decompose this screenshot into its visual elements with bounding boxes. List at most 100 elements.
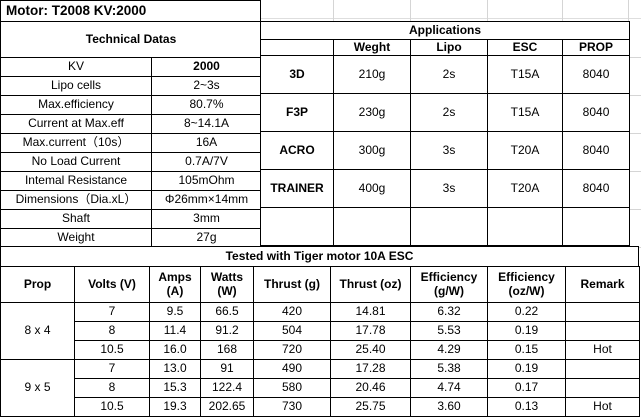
test-cell-volts: 8 <box>74 321 150 341</box>
application-row: 3D 210g 2s T15A 8040 <box>260 55 631 94</box>
test-column-header: Thrust (oz) <box>330 266 411 303</box>
test-column-header: Efficiency (g/W) <box>410 266 488 303</box>
apps-empty-cell <box>561 207 631 246</box>
test-row: 9 x 5 7 13.0 91 490 17.28 5.38 0.19 <box>0 359 640 417</box>
test-cell-remark <box>565 302 640 322</box>
tech-row: Lipo cells 2~3s <box>0 76 263 96</box>
application-lipo: 2s <box>410 55 488 94</box>
tech-row: Dimensions（Dia.xL） Φ26mm×14mm <box>0 190 263 210</box>
test-banner: Tested with Tiger motor 10A ESC <box>0 246 639 267</box>
test-row: 10.5 16.0 168 720 25.40 4.29 0.15 Hot <box>1 340 640 360</box>
tech-row-label: Weight <box>0 228 152 248</box>
tech-row-label: Current at Max.eff <box>0 114 152 134</box>
grid-line <box>628 0 629 21</box>
application-prop: 8040 <box>561 169 631 208</box>
test-cell-efficiency-ozw: 0.22 <box>487 302 566 322</box>
application-row: ACRO 300g 3s T20A 8040 <box>260 131 631 170</box>
test-column-header: Watts (W) <box>200 266 254 303</box>
tech-row: Max.current（10s） 16A <box>0 133 263 153</box>
technical-data-header: Technical Datas <box>0 21 263 58</box>
application-prop: 8040 <box>561 55 631 94</box>
application-esc: T15A <box>487 55 563 94</box>
apps-empty-cell <box>260 207 334 246</box>
test-cell-thrust-oz: 17.78 <box>330 321 411 341</box>
test-row: 10.5 19.3 202.65 730 25.75 3.60 0.13 Hot <box>1 397 640 417</box>
application-esc: T15A <box>487 93 563 132</box>
test-cell-thrust-g: 580 <box>253 378 331 398</box>
test-cell-remark <box>565 359 640 379</box>
test-cell-volts: 7 <box>74 302 150 322</box>
apps-column-header: Lipo <box>410 39 488 56</box>
test-cell-efficiency-gw: 6.32 <box>410 302 488 322</box>
test-cell-thrust-g: 730 <box>253 397 331 417</box>
grid-line <box>629 133 641 134</box>
test-cell-watts: 202.65 <box>200 397 254 417</box>
test-column-header: Prop <box>0 266 75 303</box>
tech-row-value: 27g <box>150 228 263 248</box>
test-cell-thrust-g: 420 <box>253 302 331 322</box>
test-cell-thrust-oz: 14.81 <box>330 302 411 322</box>
tech-row-value: 105mOhm <box>150 171 263 191</box>
test-cell-thrust-oz: 25.75 <box>330 397 411 417</box>
tech-row-value: 2000 <box>150 57 263 77</box>
prop-group-cell: 8 x 4 <box>0 302 75 360</box>
apps-column-header: Weght <box>333 39 411 56</box>
application-weight: 400g <box>333 169 411 208</box>
test-cell-efficiency-ozw: 0.17 <box>487 378 566 398</box>
tech-row-value: 80.7% <box>150 95 263 115</box>
application-weight: 230g <box>333 93 411 132</box>
applications-table: Applications Weght Lipo ESC PROP 3D 210g… <box>259 21 631 246</box>
test-cell-amps: 15.3 <box>149 378 201 398</box>
tech-row: No Load Current 0.7A/7V <box>0 152 263 172</box>
test-column-header: Thrust (g) <box>253 266 331 303</box>
test-cell-efficiency-ozw: 0.19 <box>487 359 566 379</box>
tech-row-label: No Load Current <box>0 152 152 172</box>
test-cell-volts: 10.5 <box>74 340 150 360</box>
tech-row: KV 2000 <box>0 57 263 77</box>
application-lipo: 3s <box>410 131 488 170</box>
apps-column-header: ESC <box>487 39 563 56</box>
tech-row-value: Φ26mm×14mm <box>150 190 263 210</box>
page-title: Motor: T2008 KV:2000 <box>0 0 261 22</box>
tech-row: Shaft 3mm <box>0 209 263 229</box>
test-cell-amps: 9.5 <box>149 302 201 322</box>
application-prop: 8040 <box>561 131 631 170</box>
test-cell-thrust-oz: 20.46 <box>330 378 411 398</box>
grid-line <box>629 209 641 210</box>
test-cell-efficiency-ozw: 0.15 <box>487 340 566 360</box>
test-cell-amps: 11.4 <box>149 321 201 341</box>
grid-line <box>333 0 334 21</box>
grid-line <box>487 0 488 21</box>
grid-line <box>562 0 563 21</box>
tech-row: Current at Max.eff 8~14.1A <box>0 114 263 134</box>
test-column-header: Amps (A) <box>149 266 201 303</box>
application-prop: 8040 <box>561 93 631 132</box>
test-row: 8 11.4 91.2 504 17.78 5.53 0.19 <box>1 321 640 341</box>
application-name: 3D <box>260 55 334 94</box>
application-row: F3P 230g 2s T15A 8040 <box>260 93 631 132</box>
tech-row-label: Dimensions（Dia.xL） <box>0 190 152 210</box>
test-cell-watts: 91.2 <box>200 321 254 341</box>
application-row: TRAINER 400g 3s T20A 8040 <box>260 169 631 208</box>
application-name: ACRO <box>260 131 334 170</box>
prop-group-cell: 9 x 5 <box>0 359 75 417</box>
grid-line <box>261 18 641 19</box>
tech-row: Max.efficiency 80.7% <box>0 95 263 115</box>
test-cell-watts: 91 <box>200 359 254 379</box>
application-esc: T20A <box>487 131 563 170</box>
test-column-header: Efficiency (oz/W) <box>487 266 566 303</box>
apps-empty-cell <box>410 207 488 246</box>
application-empty-row <box>260 207 631 246</box>
test-cell-thrust-g: 504 <box>253 321 331 341</box>
apps-column-header: PROP <box>561 39 631 56</box>
application-weight: 210g <box>333 55 411 94</box>
test-cell-volts: 10.5 <box>74 397 150 417</box>
grid-line <box>629 95 641 96</box>
test-cell-amps: 16.0 <box>149 340 201 360</box>
technical-data-table: Technical Datas KV 2000 Lipo cells 2~3s Ma… <box>0 21 263 248</box>
tech-row-label: Lipo cells <box>0 76 152 96</box>
grid-line <box>410 0 411 21</box>
test-cell-efficiency-gw: 3.60 <box>410 397 488 417</box>
test-cell-efficiency-gw: 4.74 <box>410 378 488 398</box>
